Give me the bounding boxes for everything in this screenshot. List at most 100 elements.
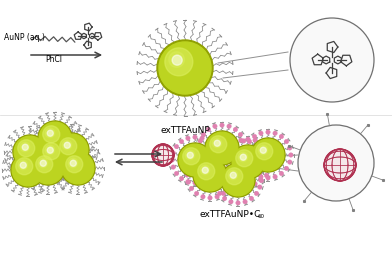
Circle shape bbox=[197, 146, 201, 150]
Circle shape bbox=[266, 130, 270, 134]
Circle shape bbox=[189, 159, 194, 164]
Circle shape bbox=[243, 153, 247, 157]
Circle shape bbox=[230, 166, 234, 170]
Circle shape bbox=[165, 48, 193, 76]
Circle shape bbox=[243, 200, 247, 204]
Circle shape bbox=[267, 167, 272, 171]
Circle shape bbox=[180, 176, 184, 181]
Circle shape bbox=[221, 191, 226, 196]
Circle shape bbox=[287, 160, 292, 164]
Circle shape bbox=[259, 174, 263, 179]
Circle shape bbox=[238, 152, 248, 162]
Circle shape bbox=[229, 200, 233, 204]
Circle shape bbox=[36, 156, 53, 173]
Circle shape bbox=[55, 133, 89, 167]
Circle shape bbox=[229, 156, 233, 160]
Circle shape bbox=[221, 163, 255, 197]
Circle shape bbox=[222, 196, 227, 201]
Circle shape bbox=[249, 159, 254, 164]
Circle shape bbox=[206, 139, 211, 144]
Circle shape bbox=[210, 136, 227, 153]
Circle shape bbox=[194, 191, 199, 196]
Circle shape bbox=[217, 164, 222, 169]
Circle shape bbox=[193, 135, 197, 139]
Text: 60: 60 bbox=[258, 214, 265, 219]
Circle shape bbox=[157, 40, 213, 96]
Circle shape bbox=[205, 131, 239, 165]
Circle shape bbox=[193, 181, 197, 185]
Circle shape bbox=[179, 144, 211, 176]
Circle shape bbox=[224, 153, 229, 157]
Circle shape bbox=[239, 182, 243, 186]
Circle shape bbox=[241, 139, 246, 143]
Text: exTTFAuNP: exTTFAuNP bbox=[160, 126, 210, 135]
Circle shape bbox=[62, 140, 72, 150]
Circle shape bbox=[264, 173, 269, 178]
Circle shape bbox=[171, 165, 176, 169]
Circle shape bbox=[227, 146, 232, 151]
Circle shape bbox=[231, 145, 265, 179]
Circle shape bbox=[43, 143, 60, 160]
Text: exTTFAuNP•C: exTTFAuNP•C bbox=[199, 210, 261, 219]
Circle shape bbox=[200, 179, 204, 184]
Circle shape bbox=[247, 166, 252, 171]
Circle shape bbox=[252, 134, 257, 139]
Circle shape bbox=[259, 131, 263, 135]
Circle shape bbox=[246, 137, 250, 141]
Circle shape bbox=[239, 138, 243, 143]
Circle shape bbox=[289, 153, 293, 157]
Circle shape bbox=[236, 155, 240, 159]
Circle shape bbox=[211, 171, 216, 176]
Circle shape bbox=[324, 149, 356, 181]
Circle shape bbox=[68, 158, 78, 168]
Circle shape bbox=[170, 158, 174, 162]
Circle shape bbox=[298, 125, 374, 201]
Circle shape bbox=[251, 138, 285, 172]
Circle shape bbox=[208, 150, 212, 154]
Circle shape bbox=[43, 126, 60, 143]
Circle shape bbox=[252, 139, 284, 171]
Circle shape bbox=[222, 159, 227, 164]
Circle shape bbox=[212, 138, 221, 148]
Circle shape bbox=[241, 153, 246, 157]
Circle shape bbox=[264, 146, 269, 151]
Circle shape bbox=[228, 170, 238, 180]
Circle shape bbox=[198, 163, 215, 180]
Circle shape bbox=[258, 171, 262, 175]
Circle shape bbox=[216, 158, 220, 162]
Circle shape bbox=[214, 151, 219, 155]
Circle shape bbox=[259, 178, 264, 183]
Circle shape bbox=[253, 182, 257, 186]
Circle shape bbox=[214, 171, 218, 175]
Circle shape bbox=[284, 139, 289, 144]
Circle shape bbox=[227, 167, 231, 172]
Circle shape bbox=[20, 142, 30, 152]
Circle shape bbox=[215, 194, 219, 199]
Circle shape bbox=[266, 176, 270, 180]
Circle shape bbox=[279, 134, 284, 139]
Circle shape bbox=[214, 185, 218, 189]
Circle shape bbox=[45, 128, 54, 138]
Circle shape bbox=[224, 167, 229, 171]
Circle shape bbox=[247, 139, 252, 144]
Circle shape bbox=[244, 146, 249, 150]
Circle shape bbox=[232, 141, 237, 146]
Circle shape bbox=[243, 156, 247, 160]
Circle shape bbox=[246, 183, 250, 187]
Circle shape bbox=[259, 141, 264, 146]
Circle shape bbox=[32, 152, 64, 184]
Circle shape bbox=[254, 191, 259, 196]
Circle shape bbox=[238, 132, 243, 137]
Circle shape bbox=[38, 121, 72, 155]
Circle shape bbox=[290, 18, 374, 102]
Circle shape bbox=[152, 144, 174, 166]
Circle shape bbox=[230, 172, 236, 178]
Circle shape bbox=[22, 144, 28, 150]
Circle shape bbox=[206, 127, 211, 132]
Circle shape bbox=[39, 122, 71, 154]
Circle shape bbox=[47, 147, 53, 153]
Circle shape bbox=[258, 145, 268, 155]
Circle shape bbox=[61, 151, 95, 185]
Circle shape bbox=[38, 138, 72, 172]
Circle shape bbox=[249, 196, 254, 201]
